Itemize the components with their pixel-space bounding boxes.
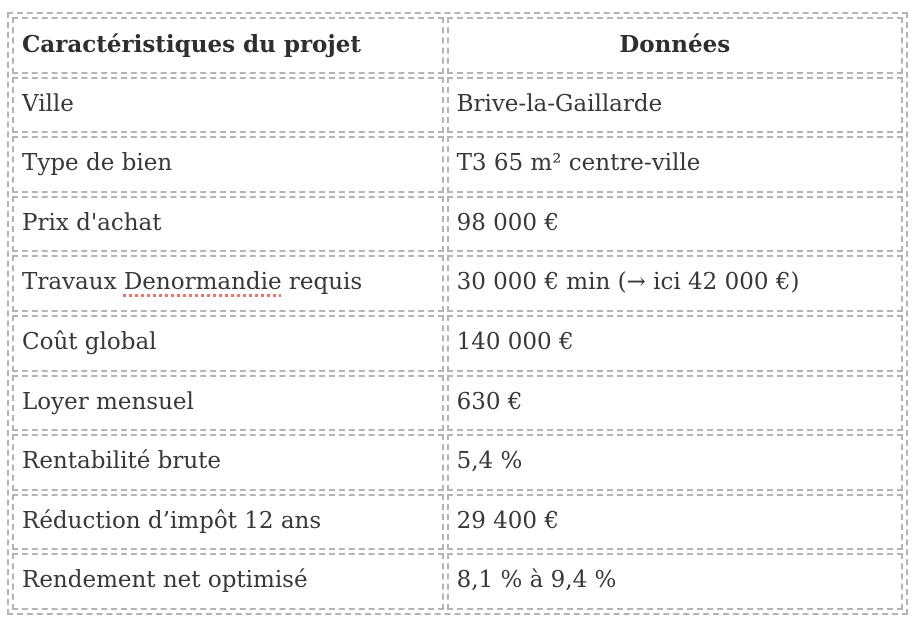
header-cell-donnees: Données: [446, 17, 903, 74]
row-value: 98 000 €: [446, 195, 903, 253]
row-label: Rendement net optimisé: [12, 553, 444, 610]
row-label: Coût global: [12, 314, 444, 372]
row-label: Ville: [12, 76, 444, 134]
row-value: T3 65 m² centre-ville: [446, 136, 903, 193]
spellcheck-word: Denormandie: [123, 269, 282, 296]
row-value: 140 000 €: [446, 314, 903, 372]
row-value: 29 400 €: [446, 493, 903, 551]
table-row-type-de-bien: Type de bien T3 65 m² centre-ville: [12, 136, 903, 193]
row-label-text: requis: [281, 269, 363, 296]
table-row-rendement-net: Rendement net optimisé 8,1 % à 9,4 %: [12, 553, 903, 610]
row-label: Réduction d’impôt 12 ans: [12, 493, 444, 551]
row-label: Rentabilité brute: [12, 434, 444, 491]
table-row-ville: Ville Brive-la-Gaillarde: [12, 76, 903, 134]
table-row-reduction-impot: Réduction d’impôt 12 ans 29 400 €: [12, 493, 903, 551]
row-value: 30 000 € min (→ ici 42 000 €): [446, 255, 903, 312]
row-value: 5,4 %: [446, 434, 903, 491]
row-label: Type de bien: [12, 136, 444, 193]
table-row-cout-global: Coût global 140 000 €: [12, 314, 903, 372]
header-row: Caractéristiques du projet Données: [12, 17, 903, 74]
header-cell-caracteristiques: Caractéristiques du projet: [12, 17, 444, 74]
table-row-travaux: Travaux Denormandie requis 30 000 € min …: [12, 255, 903, 312]
table-row-rentabilite-brute: Rentabilité brute 5,4 %: [12, 434, 903, 491]
project-characteristics-table: Caractéristiques du projet Données Ville…: [7, 12, 908, 615]
row-label: Travaux Denormandie requis: [12, 255, 444, 312]
row-label: Prix d'achat: [12, 195, 444, 253]
row-label: Loyer mensuel: [12, 374, 444, 432]
table-row-loyer-mensuel: Loyer mensuel 630 €: [12, 374, 903, 432]
row-value: 8,1 % à 9,4 %: [446, 553, 903, 610]
table-row-prix-achat: Prix d'achat 98 000 €: [12, 195, 903, 253]
row-value: Brive-la-Gaillarde: [446, 76, 903, 134]
row-label-text: Travaux: [22, 269, 124, 296]
page: Caractéristiques du projet Données Ville…: [0, 12, 922, 644]
row-value: 630 €: [446, 374, 903, 432]
